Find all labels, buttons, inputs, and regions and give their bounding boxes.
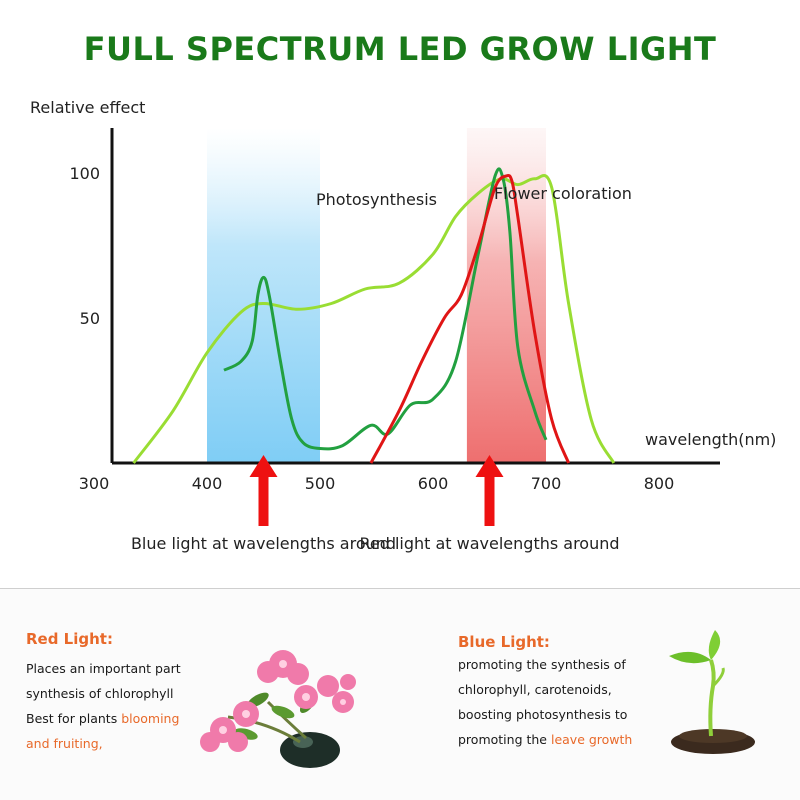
x-tick-label-700: 700 — [531, 474, 562, 493]
x-axis-label: wavelength(nm) — [645, 430, 776, 449]
annotation-0: Photosynthesis — [316, 190, 437, 209]
section-divider — [0, 588, 800, 589]
x-tick-label-300: 300 — [79, 474, 110, 493]
seedling-picture — [669, 630, 755, 754]
wavelength-arrow-0 — [249, 455, 278, 526]
y-tick-label-50: 50 — [80, 309, 100, 328]
red-light-heading: Red Light: — [26, 630, 113, 648]
y-axis-label: Relative effect — [30, 98, 145, 117]
series-line-2 — [369, 173, 570, 464]
annotation-2: Blue light at wavelengths around — [131, 534, 396, 553]
x-tick-label-600: 600 — [418, 474, 449, 493]
blue-light-heading: Blue Light: — [458, 633, 550, 651]
info-section — [0, 589, 800, 800]
red-light-line-2: synthesis of chlorophyll — [26, 686, 174, 701]
flowers-picture — [200, 650, 356, 768]
red-light-line-1: Places an important part — [26, 661, 181, 676]
blue-light-line-4-highlight: leave growth — [550, 732, 633, 747]
arrow-head-0 — [249, 455, 278, 477]
x-tick-label-500: 500 — [305, 474, 336, 493]
red-light-line-3-plain: Best for plants — [26, 711, 122, 726]
red-light-line-4: and fruiting, — [26, 736, 103, 751]
blue-light-line-2: chlorophyll, carotenoids, — [458, 682, 612, 697]
blue-light-line-3: boosting photosynthesis to — [458, 707, 628, 722]
annotation-3: Red light at wavelengths around — [359, 534, 619, 553]
x-tick-label-800: 800 — [644, 474, 675, 493]
blue-light-line-1: promoting the synthesis of — [458, 657, 626, 672]
arrow-head-1 — [475, 455, 504, 477]
chart-title: FULL SPECTRUM LED GROW LIGHT — [83, 30, 717, 68]
red-light-line-3: Best for plants blooming — [26, 711, 179, 726]
wavelength-arrow-1 — [475, 455, 504, 526]
series-line-0 — [132, 174, 616, 464]
arrow-shaft-1 — [484, 474, 495, 526]
red-light-line-3-highlight: blooming — [121, 711, 180, 726]
blue-light-line-4: promoting the leave growth — [458, 732, 632, 747]
arrow-shaft-0 — [258, 474, 269, 526]
blue-light-line-4-plain: promoting the — [458, 732, 551, 747]
x-tick-label-400: 400 — [192, 474, 223, 493]
y-tick-label-100: 100 — [69, 164, 100, 183]
annotation-1: Flower coloration — [494, 184, 632, 203]
highlight-band-0 — [207, 128, 320, 463]
series-line-1 — [223, 167, 548, 451]
